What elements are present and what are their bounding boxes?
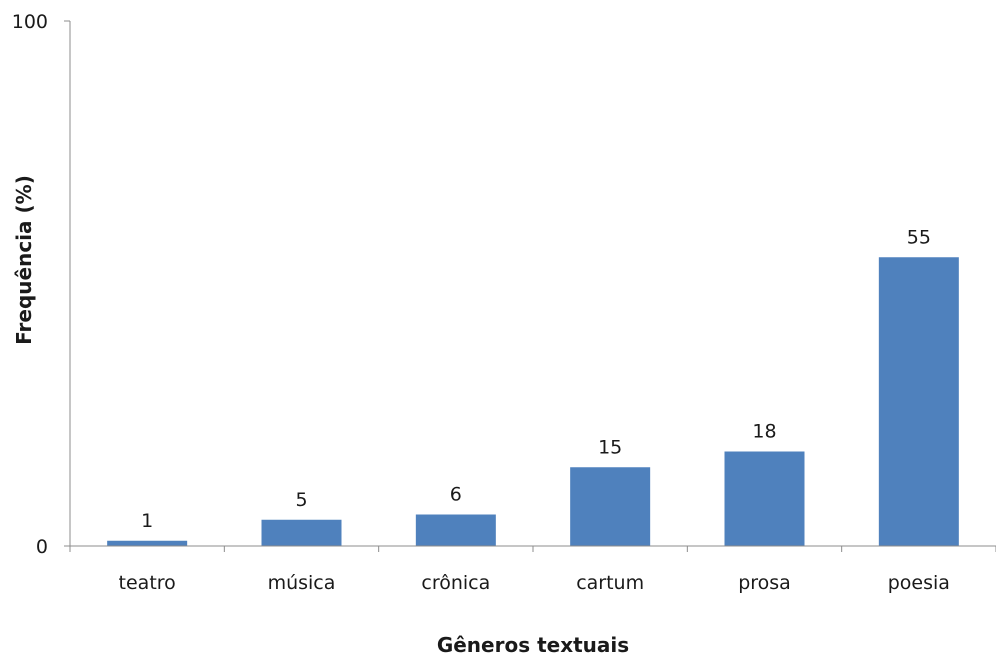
- x-tick-label-teatro: teatro: [119, 572, 176, 594]
- data-label-teatro: 1: [141, 510, 153, 532]
- y-tick-label: 100: [12, 11, 48, 33]
- bar-música: [261, 519, 342, 546]
- axis-ticks-layer: [64, 20, 996, 552]
- data-label-poesia: 55: [907, 226, 931, 248]
- x-tick-label-cartum: cartum: [576, 572, 644, 594]
- x-axis-title: Gêneros textuais: [437, 633, 629, 657]
- data-label-crônica: 6: [450, 484, 462, 506]
- data-label-música: 5: [295, 489, 307, 511]
- bar-poesia: [878, 257, 959, 546]
- x-tick-label-prosa: prosa: [738, 572, 791, 594]
- data-label-cartum: 15: [598, 436, 622, 458]
- x-tick-label-poesia: poesia: [888, 572, 950, 594]
- data-label-prosa: 18: [752, 421, 776, 443]
- x-tick-label-música: música: [268, 572, 336, 594]
- bar-cartum: [570, 467, 651, 546]
- bar-teatro: [107, 540, 188, 546]
- bars-layer: [107, 257, 959, 546]
- bar-crônica: [415, 514, 496, 546]
- labels-layer: 0 100 1 teatro 5 música 6 crônica 15 cartum 18 pros…: [12, 11, 950, 594]
- y-tick-label: 0: [36, 536, 48, 558]
- x-tick-label-crônica: crônica: [421, 572, 490, 594]
- bar-prosa: [724, 451, 805, 546]
- y-axis-title: Frequência (%): [12, 175, 36, 345]
